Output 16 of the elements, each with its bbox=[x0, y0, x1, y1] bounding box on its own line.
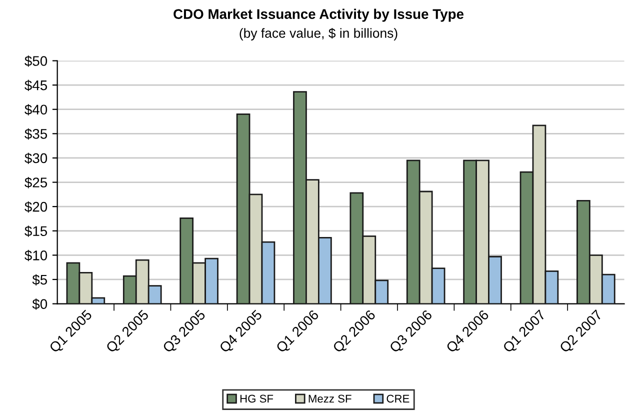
y-tick-label: $15 bbox=[24, 226, 48, 237]
y-tick-label: $20 bbox=[24, 201, 48, 213]
y-tick-label: $35 bbox=[24, 128, 48, 140]
legend-label: HG SF bbox=[240, 394, 274, 403]
legend-label: Mezz SF bbox=[308, 394, 352, 403]
y-tick-label: $30 bbox=[24, 152, 48, 164]
chart-subtitle: (by face value, $ in billions) bbox=[240, 28, 398, 40]
y-tick-label: $40 bbox=[24, 104, 48, 116]
y-tick-label: $5 bbox=[32, 274, 48, 286]
legend-label: CRE bbox=[386, 394, 410, 403]
y-tick-label: $10 bbox=[24, 250, 48, 262]
chart-title: CDO Market Issuance Activity by Issue Type bbox=[174, 8, 464, 22]
y-tick-label: $0 bbox=[32, 298, 48, 310]
y-tick-label: $45 bbox=[24, 80, 48, 92]
y-tick-label: $50 bbox=[24, 56, 48, 67]
y-tick-label: $25 bbox=[24, 177, 48, 188]
